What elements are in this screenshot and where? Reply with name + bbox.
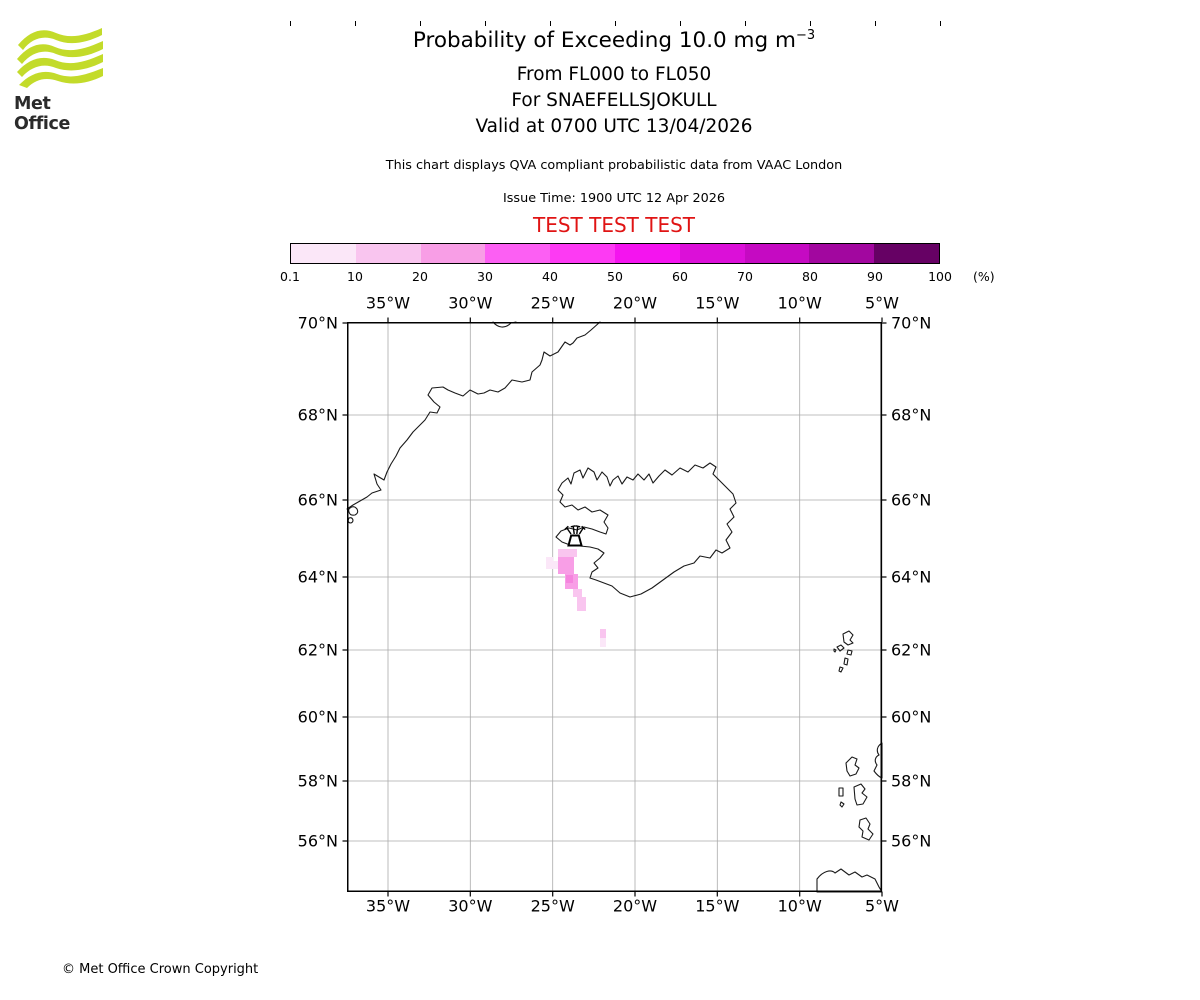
qva-note: This chart displays QVA compliant probab… (385, 158, 843, 173)
colorbar-tick-labels: (%) 0.1 10 20 30 40 50 60 70 80 90 100 (280, 269, 1010, 285)
colorbar-tick-label: 30 (477, 269, 493, 284)
lon-label-top: 20°W (612, 293, 658, 313)
colorbar-tick-label: 80 (802, 269, 818, 284)
colorbar-segment (679, 244, 745, 263)
colorbar-tick-label: 40 (542, 269, 558, 284)
lon-label-top: 35°W (365, 293, 411, 313)
colorbar (290, 243, 940, 264)
colorbar-tick (420, 21, 421, 26)
lon-label-bottom: 10°W (777, 896, 822, 916)
lon-label-bottom: 30°W (448, 896, 493, 916)
subtitle-valid-time: Valid at 0700 UTC 13/04/2026 (475, 116, 753, 137)
lon-label-bottom: 20°W (612, 896, 658, 916)
colorbar-segment (809, 244, 875, 263)
scotland-coastline (816, 742, 883, 893)
lat-label-right: 60°N (891, 707, 932, 727)
lat-label-right: 56°N (891, 831, 932, 851)
colorbar-segment (291, 244, 356, 263)
lat-label-left: 60°N (297, 707, 338, 727)
colorbar-tick (680, 21, 681, 26)
colorbar-tick (875, 21, 876, 26)
lon-label-top: 10°W (777, 293, 822, 313)
colorbar-tick-label: 100 (928, 269, 952, 284)
lat-label-right: 66°N (891, 490, 932, 510)
colorbar-tick-label: 70 (737, 269, 753, 284)
lat-label-right: 62°N (891, 640, 932, 660)
title-text: Probability of Exceeding 10.0 mg m (412, 28, 796, 54)
lat-label-left: 56°N (297, 831, 338, 851)
colorbar-tick (940, 21, 941, 26)
ash-cell (546, 557, 553, 569)
lat-label-left: 66°N (297, 490, 338, 510)
colorbar-tick-label: 0.1 (280, 269, 300, 284)
met-office-brand-text: Met Office (14, 94, 70, 134)
volcano-marker (564, 525, 586, 547)
greenland-islands (347, 506, 359, 524)
iceland-coastline (555, 462, 737, 598)
lon-label-bottom: 25°W (530, 896, 575, 916)
met-office-waves-icon (17, 28, 103, 88)
ash-cell (566, 575, 573, 583)
lat-label-right: 68°N (891, 405, 932, 425)
lat-label-right: 70°N (891, 313, 932, 333)
lon-label-top: 15°W (695, 293, 740, 313)
lat-label-left: 64°N (297, 567, 338, 587)
colorbar-tick (355, 21, 356, 26)
page-title: Probability of Exceeding 10.0 mg m−3 (28, 28, 1200, 53)
lat-label-left: 70°N (297, 313, 338, 333)
map-canvas (342, 317, 887, 897)
colorbar-tick (615, 21, 616, 26)
lon-label-top: 5°W (865, 293, 899, 313)
lat-label-right: 58°N (891, 771, 932, 791)
lon-label-top: 25°W (530, 293, 575, 313)
copyright-text: © Met Office Crown Copyright (62, 962, 259, 977)
colorbar-segment (355, 244, 421, 263)
colorbar-segment (744, 244, 810, 263)
test-banner: TEST TEST TEST (532, 213, 695, 237)
ash-cell (573, 589, 582, 597)
colorbar-segment (614, 244, 680, 263)
met-office-logo: Met Office (14, 26, 106, 134)
ash-cell (553, 561, 558, 569)
map-gridlines (347, 322, 883, 892)
colorbar-segment (485, 244, 551, 263)
ash-probability-cells (546, 549, 606, 647)
lon-label-bottom: 5°W (865, 896, 899, 916)
greenland-coastline (346, 321, 601, 510)
issue-time: Issue Time: 1900 UTC 12 Apr 2026 (502, 191, 726, 206)
ash-cell (600, 638, 606, 647)
colorbar-tick-label: 60 (672, 269, 688, 284)
lat-label-left: 68°N (297, 405, 338, 425)
colorbar-tick-label: 10 (347, 269, 363, 284)
ash-cell (577, 597, 586, 611)
colorbar-tick (550, 21, 551, 26)
lat-label-left: 58°N (297, 771, 338, 791)
colorbar-tick-label: 20 (412, 269, 428, 284)
colorbar-tick (810, 21, 811, 26)
lon-label-bottom: 35°W (365, 896, 411, 916)
ash-cell (600, 629, 606, 638)
colorbar-unit: (%) (973, 269, 995, 284)
colorbar-segment (550, 244, 615, 263)
colorbar-segment (420, 244, 486, 263)
colorbar-tick (290, 21, 291, 26)
ash-cell (558, 557, 574, 574)
map-frame (347, 322, 882, 892)
colorbar-segment (874, 244, 939, 263)
faroe-islands (833, 630, 854, 673)
lon-label-top: 30°W (448, 293, 493, 313)
subtitle-flight-levels: From FL000 to FL050 (516, 64, 712, 85)
subtitle-volcano: For SNAEFELLSJOKULL (511, 90, 717, 111)
map-axis-ticks (342, 317, 887, 897)
title-superscript: −3 (795, 28, 816, 43)
colorbar-tick-label: 50 (607, 269, 623, 284)
lon-label-bottom: 15°W (695, 896, 740, 916)
colorbar-tick-label: 90 (867, 269, 883, 284)
lat-label-right: 64°N (891, 567, 932, 587)
lat-label-left: 62°N (297, 640, 338, 660)
colorbar-tick (485, 21, 486, 26)
ash-cell (558, 549, 577, 557)
colorbar-tick (745, 21, 746, 26)
